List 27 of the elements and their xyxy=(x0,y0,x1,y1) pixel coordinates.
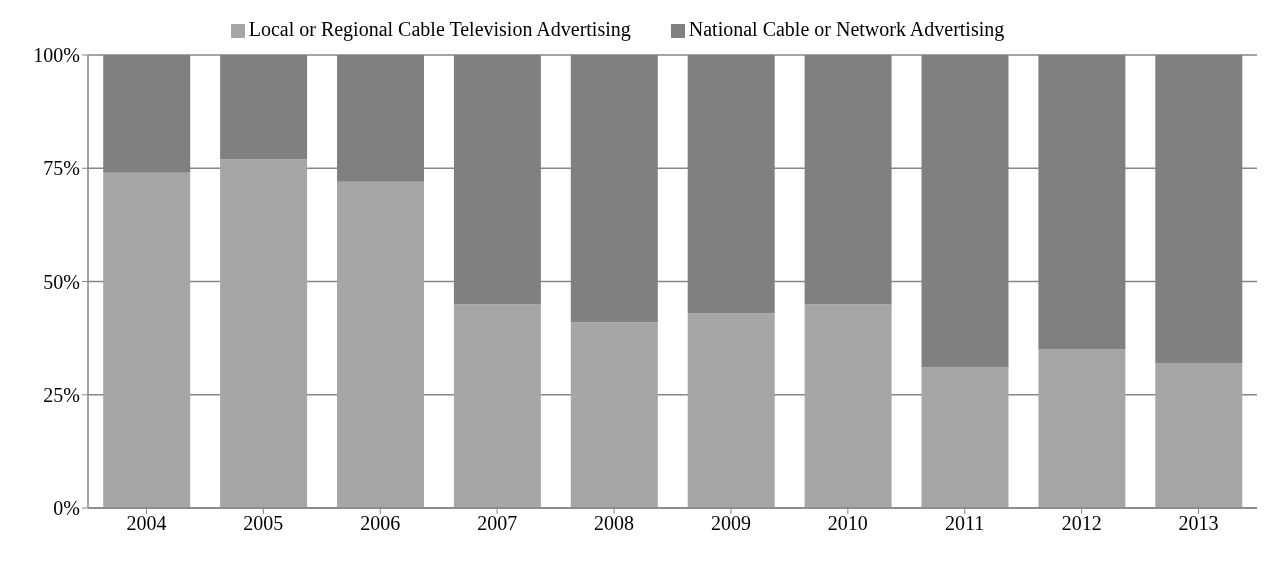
x-tick-label: 2011 xyxy=(945,512,985,535)
bar xyxy=(220,159,308,508)
bar xyxy=(687,313,775,508)
bar xyxy=(921,367,1009,508)
bar xyxy=(804,304,892,508)
x-tick-label: 2006 xyxy=(360,512,401,535)
bar xyxy=(337,181,424,508)
bar xyxy=(1155,363,1243,508)
x-tick-label: 2009 xyxy=(710,512,751,535)
legend-label: Local or Regional Cable Television Advertising xyxy=(248,18,631,40)
bar xyxy=(570,322,658,508)
bar xyxy=(1038,349,1126,508)
bar xyxy=(453,304,541,508)
x-tick-label: 2004 xyxy=(126,512,167,535)
y-tick-label: 100% xyxy=(33,44,80,67)
x-tick-label: 2012 xyxy=(1061,512,1102,535)
y-tick-label: 50% xyxy=(43,270,80,293)
y-tick-label: 25% xyxy=(43,383,80,406)
bar xyxy=(103,172,191,508)
legend-label: National Cable or Network Advertising xyxy=(688,18,1005,40)
x-tick-label: 2010 xyxy=(827,512,868,535)
x-tick-label: 2005 xyxy=(243,512,284,535)
x-tick-label: 2007 xyxy=(477,512,518,535)
y-tick-label: 75% xyxy=(43,157,80,180)
x-tick-label: 2008 xyxy=(594,512,635,535)
y-tick-label: 0% xyxy=(53,497,80,520)
x-tick-label: 2013 xyxy=(1178,512,1219,535)
